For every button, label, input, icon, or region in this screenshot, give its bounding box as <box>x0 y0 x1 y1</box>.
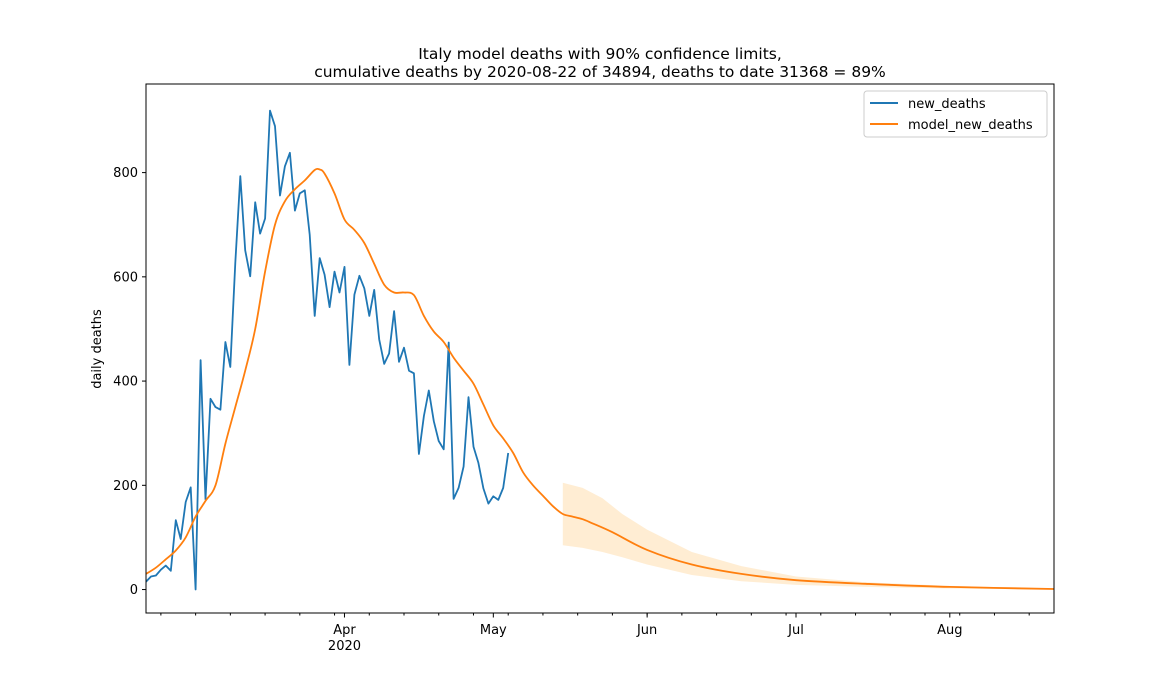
legend-label-new-deaths: new_deaths <box>908 97 986 112</box>
y-axis-label: daily deaths <box>90 309 105 389</box>
legend-label-model-new-deaths: model_new_deaths <box>908 118 1033 133</box>
y-tick-label: 0 <box>130 583 138 598</box>
plot-area <box>145 83 1055 614</box>
x-tick-label: Apr <box>333 623 356 638</box>
y-tick-label: 800 <box>113 166 138 181</box>
y-tick-label: 600 <box>113 270 138 285</box>
legend: new_deaths model_new_deaths <box>863 90 1048 138</box>
x-tick-label: Jun <box>636 623 657 638</box>
x-tick-label: May <box>480 623 507 638</box>
chart-title-line-2: cumulative deaths by 2020-08-22 of 34894… <box>314 63 886 81</box>
series-line-new-deaths <box>146 109 510 591</box>
y-tick-label: 400 <box>113 375 138 390</box>
x-tick-label: Aug <box>937 623 962 638</box>
x-tick-label: Jul <box>787 623 804 638</box>
plot-frame <box>145 83 1055 614</box>
series-line-model-new-deaths <box>146 167 1054 590</box>
chart-title-line-1: Italy model deaths with 90% confidence l… <box>418 45 782 63</box>
y-tick-label: 200 <box>113 479 138 494</box>
series-layer <box>146 109 1054 591</box>
legend-box <box>863 90 1048 138</box>
y-axis: 0 200 400 600 800 <box>113 166 146 598</box>
x-tick-sublabel: 2020 <box>328 639 361 654</box>
